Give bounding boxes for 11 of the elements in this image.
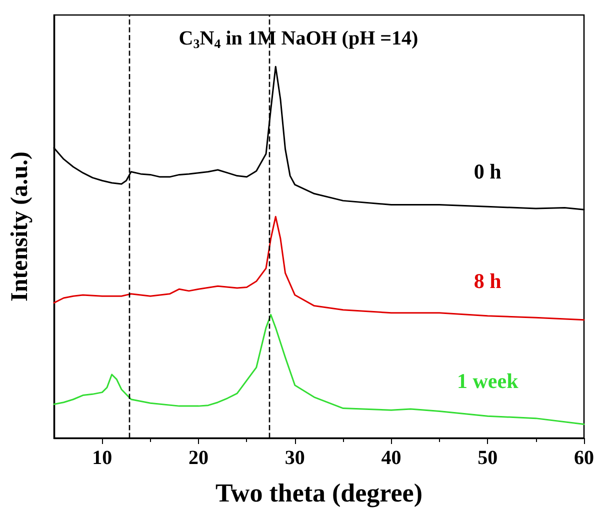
series-label: 8 h xyxy=(474,268,502,293)
x-tick-label: 50 xyxy=(478,447,498,469)
x-tick-label: 60 xyxy=(574,447,594,469)
x-tick-label: 10 xyxy=(92,447,112,469)
x-axis-title: Two theta (degree) xyxy=(216,478,422,508)
series-label: 0 h xyxy=(474,160,502,184)
x-tick-label: 30 xyxy=(284,447,305,469)
x-tick-label: 20 xyxy=(188,447,209,469)
y-axis-title: Intensity (a.u.) xyxy=(7,151,33,302)
x-tick-label: 40 xyxy=(381,447,402,469)
series-label: 1 week xyxy=(457,369,519,394)
